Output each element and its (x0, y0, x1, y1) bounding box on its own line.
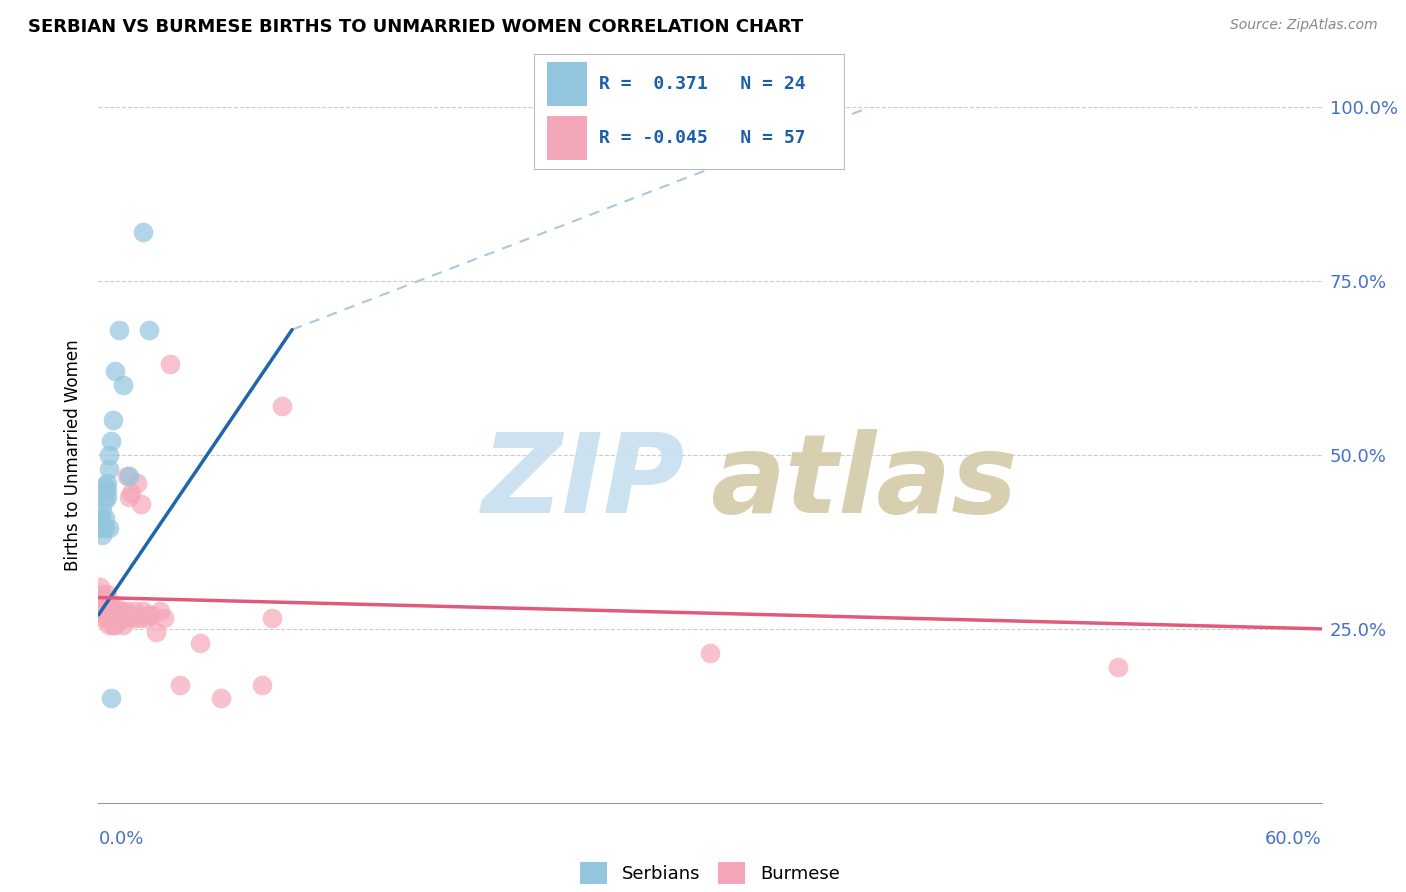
Point (145, 625, 167, 640)
Text: 60.0%: 60.0% (1265, 830, 1322, 847)
Point (129, 497, 152, 511)
Legend: Serbians, Burmese: Serbians, Burmese (574, 855, 846, 891)
Point (104, 618, 127, 632)
Point (101, 611, 124, 625)
Point (260, 611, 283, 625)
Point (100, 611, 122, 625)
Point (96, 598, 118, 612)
Point (100, 434, 122, 448)
Bar (547, 62, 586, 106)
Point (91, 611, 114, 625)
Point (138, 323, 160, 337)
Point (91, 517, 114, 532)
Point (110, 607, 132, 622)
Point (159, 358, 181, 372)
Text: R =  0.371   N = 24: R = 0.371 N = 24 (599, 75, 806, 93)
Point (104, 364, 127, 378)
Point (89, 591, 111, 605)
Point (96, 483, 118, 497)
Point (97, 618, 120, 632)
Point (111, 618, 134, 632)
Point (91, 503, 114, 517)
Point (118, 468, 141, 483)
Point (138, 607, 160, 622)
Point (89, 510, 111, 524)
Point (270, 399, 294, 413)
Point (105, 601, 128, 615)
Point (101, 413, 124, 427)
Point (96, 490, 118, 504)
Point (188, 636, 212, 650)
Point (114, 611, 136, 625)
Point (91, 587, 114, 601)
Point (141, 607, 163, 622)
Point (97, 601, 120, 615)
Text: 0.0%: 0.0% (98, 830, 143, 847)
Point (124, 605, 146, 619)
Point (97, 462, 120, 476)
Point (91, 601, 114, 615)
Point (132, 605, 155, 619)
Point (96, 611, 118, 625)
Point (96, 475, 118, 490)
Point (93, 605, 115, 619)
Point (149, 605, 172, 619)
Text: ZIP: ZIP (482, 429, 686, 536)
Point (93, 479, 115, 493)
Point (93, 493, 115, 508)
Point (104, 607, 127, 622)
Point (97, 448, 120, 462)
Point (108, 605, 131, 619)
Point (101, 601, 124, 615)
Text: atlas: atlas (710, 429, 1018, 536)
Point (97, 607, 120, 622)
Point (91, 528, 114, 542)
Bar (547, 116, 586, 161)
Point (120, 486, 142, 500)
Point (134, 611, 156, 625)
Point (100, 691, 122, 706)
Point (93, 521, 115, 535)
Point (89, 580, 111, 594)
Point (108, 611, 131, 625)
Text: SERBIAN VS BURMESE BIRTHS TO UNMARRIED WOMEN CORRELATION CHART: SERBIAN VS BURMESE BIRTHS TO UNMARRIED W… (28, 18, 803, 36)
Point (111, 605, 134, 619)
Point (101, 618, 124, 632)
Text: R = -0.045   N = 57: R = -0.045 N = 57 (599, 129, 806, 147)
Point (209, 691, 232, 706)
Point (122, 611, 145, 625)
Point (699, 646, 721, 660)
Text: Source: ZipAtlas.com: Source: ZipAtlas.com (1230, 18, 1378, 32)
Point (108, 323, 131, 337)
Point (250, 677, 273, 691)
Point (110, 611, 132, 625)
Y-axis label: Births to Unmarried Women: Births to Unmarried Women (65, 339, 83, 571)
Point (97, 521, 120, 535)
Point (169, 677, 191, 691)
Point (132, 225, 155, 239)
Point (100, 607, 122, 622)
Point (100, 601, 122, 615)
Point (115, 468, 138, 483)
Point (152, 611, 174, 625)
Point (96, 587, 118, 601)
Point (93, 591, 115, 605)
Point (89, 521, 111, 535)
Point (127, 475, 149, 490)
Point (93, 510, 115, 524)
Point (128, 611, 150, 625)
Point (105, 607, 128, 622)
Point (104, 611, 127, 625)
Point (111, 378, 134, 392)
Point (115, 605, 138, 619)
Point (118, 490, 141, 504)
Point (93, 607, 115, 622)
Point (1107, 660, 1129, 674)
